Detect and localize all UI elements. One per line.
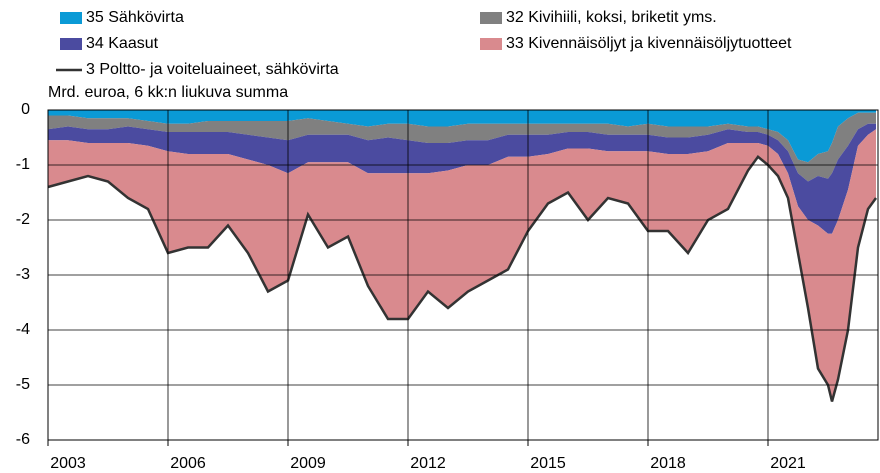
legend-label: 32 Kivihiili, koksi, briketit yms.: [506, 9, 717, 26]
legend-label: 34 Kaasut: [86, 35, 159, 52]
legend-swatch: [480, 12, 502, 24]
legend-label: 3 Poltto- ja voiteluaineet, sähkövirta: [86, 61, 339, 78]
area: [48, 110, 876, 163]
legend-swatch: [60, 38, 82, 50]
y-tick-label: -1: [16, 156, 30, 173]
legend-label: 33 Kivennäisöljyt ja kivennäisöljytuotte…: [506, 35, 792, 52]
legend-label: 35 Sähkövirta: [86, 9, 184, 26]
x-tick-label: 2012: [410, 455, 446, 472]
y-tick-label: -6: [16, 431, 30, 448]
area: [48, 129, 876, 402]
y-tick-label: -5: [16, 376, 30, 393]
x-tick-label: 2018: [650, 455, 686, 472]
x-tick-label: 2021: [770, 455, 806, 472]
x-tick-label: 2009: [290, 455, 326, 472]
legend-swatch: [60, 12, 82, 24]
y-axis-label: Mrd. euroa, 6 kk:n liukuva summa: [48, 84, 288, 101]
y-tick-label: 0: [21, 101, 30, 118]
area: [48, 112, 876, 182]
x-tick-label: 2003: [50, 455, 86, 472]
y-tick-label: -3: [16, 266, 30, 283]
x-tick-label: 2015: [530, 455, 566, 472]
y-tick-label: -4: [16, 321, 30, 338]
area: [48, 123, 876, 234]
plot-border: [47, 109, 879, 441]
x-tick-label: 2006: [170, 455, 206, 472]
line: [47, 154, 878, 402]
legend-swatch: [480, 38, 502, 50]
y-tick-label: -2: [16, 211, 30, 228]
